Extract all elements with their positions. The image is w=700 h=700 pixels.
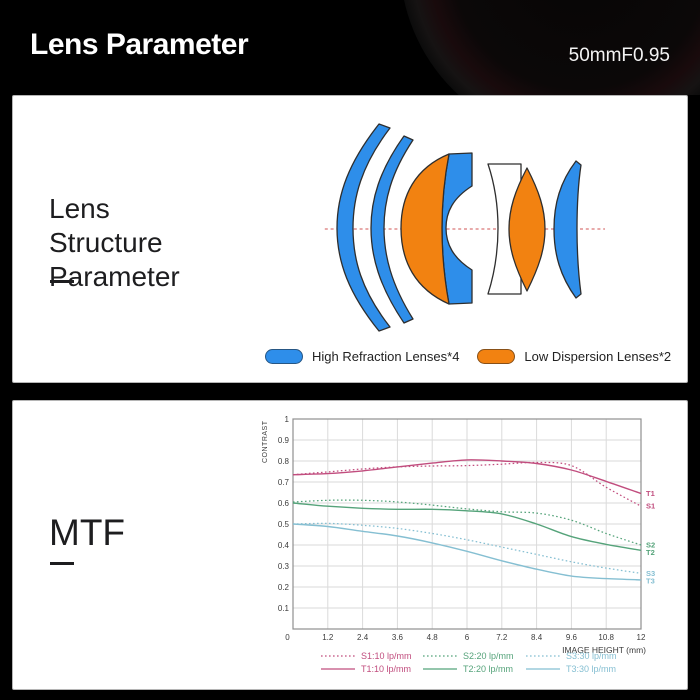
legend-item-high-refraction: High Refraction Lenses*4 bbox=[265, 349, 459, 364]
svg-text:IMAGE HEIGHT (mm): IMAGE HEIGHT (mm) bbox=[562, 645, 646, 655]
lens-structure-panel: Lens Structure Parameter bbox=[12, 95, 688, 383]
svg-text:9.6: 9.6 bbox=[566, 633, 578, 642]
header: Lens Parameter 50mmF0.95 bbox=[0, 0, 700, 95]
structure-legend: High Refraction Lenses*4 Low Dispersion … bbox=[265, 349, 671, 364]
mtf-chart: 0.1 0.2 0.3 0.4 0.5 0.6 0.7 0.8 0.9 1 0 1.2 2.4 3.6 4.… bbox=[262, 415, 655, 674]
lens-element-5 bbox=[487, 163, 522, 295]
svg-text:3.6: 3.6 bbox=[392, 633, 404, 642]
svg-text:T2: T2 bbox=[646, 548, 655, 557]
mtf-panel: MTF 0.1 0.2 0.3 0.4 0.5 0.6 0.7 0.8 0.9 1 0 1.2 2.4 3… bbox=[12, 400, 688, 690]
svg-text:0.8: 0.8 bbox=[278, 457, 290, 466]
svg-text:0.3: 0.3 bbox=[278, 562, 290, 571]
svg-text:T3:30 lp/mm: T3:30 lp/mm bbox=[566, 664, 616, 674]
svg-text:T2:20 lp/mm: T2:20 lp/mm bbox=[463, 664, 513, 674]
svg-text:4.8: 4.8 bbox=[427, 633, 439, 642]
svg-text:1: 1 bbox=[285, 415, 290, 424]
structure-heading: Lens Structure Parameter bbox=[49, 192, 180, 294]
svg-text:12: 12 bbox=[637, 633, 646, 642]
svg-text:6: 6 bbox=[465, 633, 470, 642]
lens-element-1 bbox=[336, 123, 391, 332]
svg-text:T1:10 lp/mm: T1:10 lp/mm bbox=[361, 664, 411, 674]
svg-text:8.4: 8.4 bbox=[531, 633, 543, 642]
low-dispersion-pill-icon bbox=[477, 349, 516, 364]
legend-item-low-dispersion: Low Dispersion Lenses*2 bbox=[477, 349, 671, 364]
lens-product-photo bbox=[400, 0, 700, 95]
svg-text:S1: S1 bbox=[646, 502, 655, 511]
structure-heading-dash bbox=[50, 280, 74, 283]
page-title: Lens Parameter bbox=[30, 28, 249, 61]
lens-element-2 bbox=[370, 135, 414, 324]
svg-text:0.5: 0.5 bbox=[278, 520, 290, 529]
svg-text:CONTRAST: CONTRAST bbox=[262, 420, 269, 463]
svg-text:0.9: 0.9 bbox=[278, 436, 290, 445]
lens-model-label: 50mmF0.95 bbox=[568, 45, 670, 66]
svg-text:S2: S2 bbox=[646, 541, 655, 550]
svg-text:S3: S3 bbox=[646, 569, 655, 578]
svg-text:0.6: 0.6 bbox=[278, 499, 290, 508]
high-refraction-label: High Refraction Lenses*4 bbox=[312, 349, 460, 364]
svg-text:0: 0 bbox=[285, 633, 290, 642]
structure-heading-line-1: Lens bbox=[49, 193, 110, 224]
svg-text:S2:20 lp/mm: S2:20 lp/mm bbox=[463, 651, 514, 661]
mtf-heading: MTF bbox=[49, 512, 126, 553]
structure-heading-line-3: Parameter bbox=[49, 261, 180, 292]
svg-text:S3:30 lp/mm: S3:30 lp/mm bbox=[566, 651, 617, 661]
svg-text:0.4: 0.4 bbox=[278, 541, 290, 550]
svg-text:T3: T3 bbox=[646, 576, 655, 585]
structure-heading-line-2: Structure bbox=[49, 227, 163, 258]
svg-text:T1: T1 bbox=[646, 489, 655, 498]
svg-text:2.4: 2.4 bbox=[357, 633, 369, 642]
lens-element-7 bbox=[553, 160, 582, 299]
svg-text:1.2: 1.2 bbox=[322, 633, 334, 642]
lens-element-3 bbox=[400, 153, 450, 305]
svg-text:0.7: 0.7 bbox=[278, 478, 290, 487]
svg-text:0.1: 0.1 bbox=[278, 604, 290, 613]
lens-element-4 bbox=[441, 152, 473, 305]
svg-text:7.2: 7.2 bbox=[496, 633, 508, 642]
high-refraction-pill-icon bbox=[265, 349, 303, 364]
low-dispersion-label: Low Dispersion Lenses*2 bbox=[524, 349, 672, 364]
lens-structure-diagram bbox=[323, 123, 605, 332]
lens-element-6 bbox=[508, 167, 546, 292]
svg-text:10.8: 10.8 bbox=[598, 633, 614, 642]
svg-text:S1:10 lp/mm: S1:10 lp/mm bbox=[361, 651, 412, 661]
mtf-heading-dash bbox=[50, 562, 74, 565]
svg-text:0.2: 0.2 bbox=[278, 583, 290, 592]
